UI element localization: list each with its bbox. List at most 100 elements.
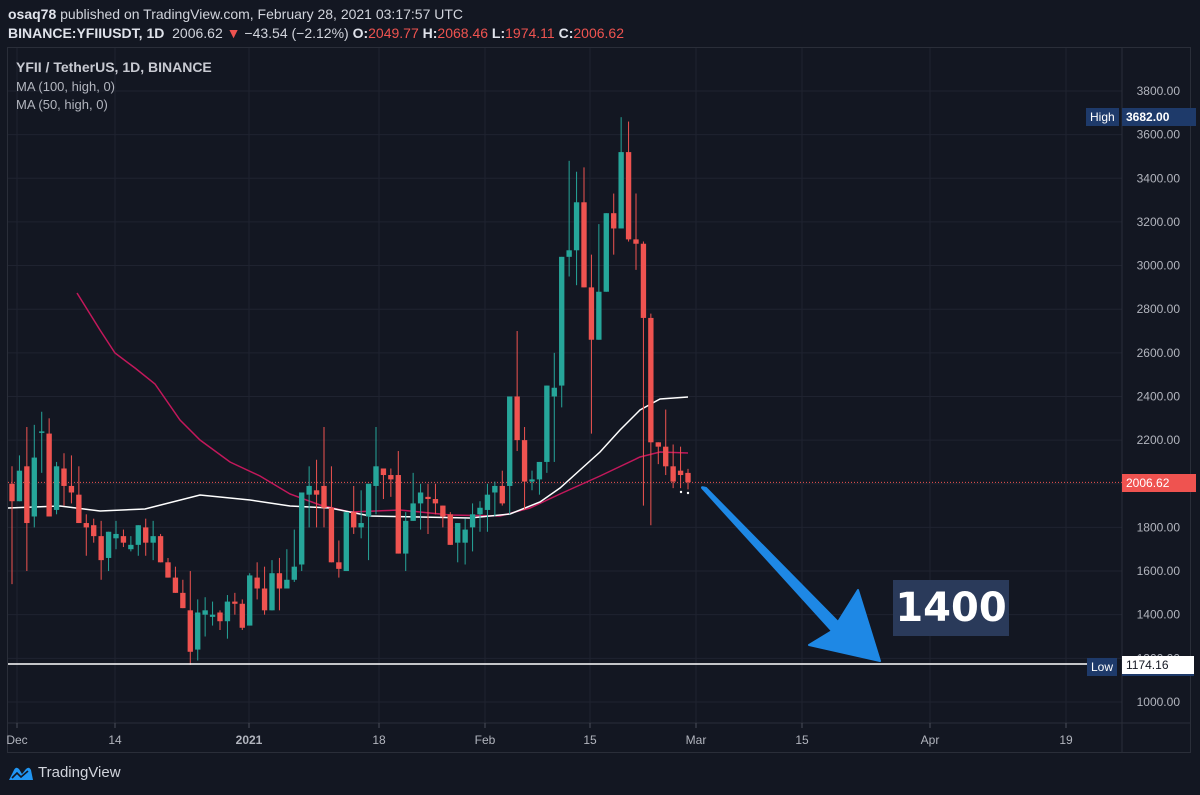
candle <box>685 472 691 483</box>
tradingview-logo[interactable]: TradingView <box>8 764 121 781</box>
candle <box>417 492 424 504</box>
candle <box>83 523 89 528</box>
open-label: O: <box>352 25 369 41</box>
candle <box>165 562 171 578</box>
candle <box>648 317 654 443</box>
publish-info: osaq78 published on TradingView.com, Feb… <box>8 6 463 22</box>
candle <box>336 562 342 569</box>
high-label-badge: High <box>1086 108 1119 126</box>
candle <box>91 525 97 537</box>
time-tick-label: 15 <box>795 733 809 747</box>
candle <box>135 525 141 545</box>
candle <box>611 213 617 229</box>
target-price-label[interactable]: 1400 <box>893 580 1009 636</box>
candle <box>655 442 661 447</box>
dot-marker <box>679 490 683 494</box>
price-tick-label: 2800.00 <box>1137 302 1181 316</box>
candle <box>76 494 82 524</box>
candle <box>351 512 357 528</box>
low-value: 1974.11 <box>505 25 555 41</box>
candle <box>187 610 193 652</box>
time-tick-label: Feb <box>475 733 496 747</box>
candle <box>217 612 223 622</box>
chart-frame <box>7 47 1191 753</box>
candle <box>291 566 297 580</box>
candle <box>581 202 587 288</box>
candle <box>321 485 327 508</box>
candle <box>232 601 238 604</box>
time-tick-label: 2021 <box>236 733 263 747</box>
candle <box>410 503 416 521</box>
price-change: −43.54 (−2.12%) <box>244 25 349 41</box>
ma50-line[interactable] <box>76 292 689 517</box>
open-value: 2049.77 <box>368 25 419 41</box>
candle <box>180 592 186 609</box>
price-tick-label: 1400.00 <box>1137 608 1181 622</box>
symbol: BINANCE:YFIIUSDT, 1D <box>8 25 165 41</box>
candle <box>677 470 684 476</box>
candle <box>61 468 67 486</box>
candle <box>373 466 379 486</box>
high-value: 2068.46 <box>437 25 489 41</box>
candle <box>343 512 349 572</box>
candle <box>98 536 104 561</box>
candle <box>663 446 669 467</box>
candle <box>247 575 253 626</box>
candle <box>469 514 476 528</box>
legend-ma100[interactable]: MA (100, high, 0) <box>16 79 115 94</box>
candle <box>514 396 520 441</box>
high-label: H: <box>422 25 438 41</box>
high-value-badge: 3682.00 <box>1122 108 1196 126</box>
close-label: C: <box>558 25 574 41</box>
down-arrow-annotation-icon[interactable] <box>701 486 881 662</box>
candle <box>31 457 37 517</box>
candle <box>172 577 179 593</box>
candle <box>625 152 632 240</box>
ma100-line[interactable] <box>7 396 689 519</box>
tradingview-cloud-icon <box>9 767 33 780</box>
candle <box>46 433 52 517</box>
candle <box>105 531 112 558</box>
time-tick-label: Apr <box>921 733 940 747</box>
candle <box>306 485 312 495</box>
price-axis[interactable]: 3800.00 3600.00 3400.00 3200.00 3000.00 2800.… <box>1137 84 1181 709</box>
candle <box>128 544 134 550</box>
candle <box>53 466 60 510</box>
last-price-badge: 2006.62 <box>1122 474 1196 492</box>
time-tick-label: 18 <box>372 733 386 747</box>
legend-ma50[interactable]: MA (50, high, 0) <box>16 97 108 112</box>
legend-title[interactable]: YFII / TetherUS, 1D, BINANCE <box>16 59 212 75</box>
author[interactable]: osaq78 <box>8 6 57 22</box>
candle <box>388 475 394 480</box>
candle <box>150 536 156 543</box>
candle <box>573 202 580 251</box>
time-tick-label: 15 <box>583 733 597 747</box>
candle <box>603 213 609 292</box>
grid-lines <box>8 48 1122 723</box>
time-tick-label: 14 <box>108 733 122 747</box>
candle <box>596 291 602 340</box>
candle <box>39 431 45 433</box>
candle <box>224 601 231 622</box>
price-tick-label: 2600.00 <box>1137 346 1181 360</box>
candle <box>670 466 676 482</box>
low-value-badge: 1174.16 <box>1122 656 1194 676</box>
candlestick-series[interactable] <box>9 117 691 665</box>
candle <box>618 152 624 229</box>
candle <box>440 505 446 517</box>
candle <box>120 536 127 543</box>
candle <box>633 239 639 244</box>
candle <box>328 507 335 563</box>
candle <box>209 614 216 617</box>
candle <box>284 579 290 589</box>
price-tick-label: 1600.00 <box>1137 564 1181 578</box>
candle <box>551 387 557 397</box>
candle <box>447 514 453 545</box>
candle <box>68 485 75 493</box>
time-axis[interactable]: Dec 14 2021 18 Feb 15 Mar 15 Apr 19 <box>6 723 1073 747</box>
time-tick-label: 19 <box>1059 733 1073 747</box>
candle <box>529 479 535 482</box>
price-tick-label: 2400.00 <box>1137 389 1181 403</box>
ohlc-bar: BINANCE:YFIIUSDT, 1D 2006.62 ▼ −43.54 (−… <box>8 25 624 41</box>
